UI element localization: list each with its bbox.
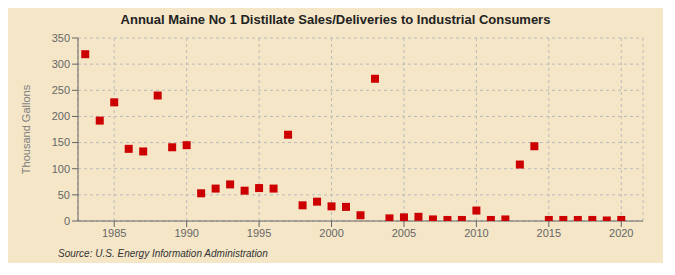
svg-text:100: 100 (52, 163, 70, 175)
svg-text:200: 200 (52, 110, 70, 122)
svg-text:0: 0 (64, 215, 70, 227)
svg-text:2000: 2000 (319, 227, 343, 239)
html-text:Annual Maine No 1 Distillate S: Annual Maine No 1 Distillate Sales/Deliv… (120, 12, 551, 27)
svg-text:Thousand Gallons: Thousand Gallons (20, 84, 32, 174)
svg-text:350: 350 (52, 32, 70, 44)
svg-text:2020: 2020 (609, 227, 633, 239)
svg-text:150: 150 (52, 136, 70, 148)
svg-text:2005: 2005 (392, 227, 416, 239)
svg-text:50: 50 (58, 189, 70, 201)
svg-text:1990: 1990 (174, 227, 198, 239)
html-text:Source: U.S. Energy Informatio: Source: U.S. Energy Information Administ… (58, 248, 268, 259)
svg-text:250: 250 (52, 84, 70, 96)
svg-text:300: 300 (52, 58, 70, 70)
svg-text:1985: 1985 (102, 227, 126, 239)
svg-text:1995: 1995 (247, 227, 271, 239)
svg-text:2015: 2015 (537, 227, 561, 239)
svg-text:2010: 2010 (464, 227, 488, 239)
